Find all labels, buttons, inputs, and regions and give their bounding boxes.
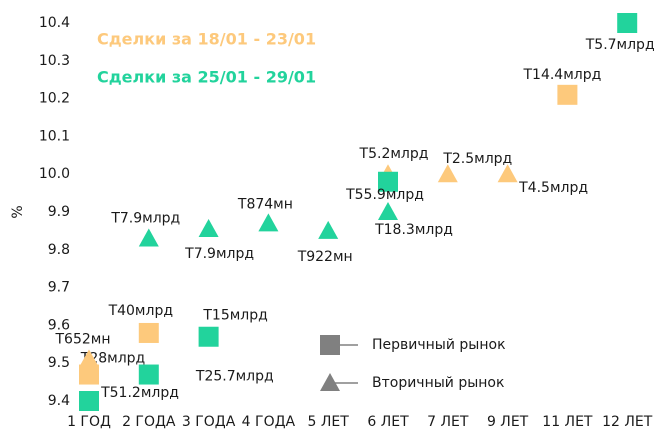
period-label: Сделки за 25/01 - 29/01	[97, 68, 316, 87]
x-tick-label: 5 ЛЕТ	[308, 414, 350, 430]
data-label: Т14.4млрд	[522, 67, 601, 83]
data-point	[378, 202, 398, 220]
y-tick-label: 10.3	[39, 53, 70, 69]
x-tick-label: 9 ЛЕТ	[487, 414, 529, 430]
x-tick-label: 2 ГОДА	[122, 414, 176, 430]
x-tick-label: 12 ЛЕТ	[602, 414, 653, 430]
x-tick-label: 3 ГОДА	[182, 414, 236, 430]
y-tick-label: 9.4	[48, 393, 70, 409]
data-label: Т51.2млрд	[100, 385, 179, 401]
y-tick-label: 10.4	[39, 15, 70, 31]
data-point	[437, 164, 458, 183]
period-label: Сделки за 18/01 - 23/01	[97, 30, 316, 49]
legend-label: Первичный рынок	[372, 337, 506, 353]
legend-marker	[320, 335, 340, 355]
data-label: Т4.5млрд	[518, 180, 588, 196]
x-tick-label: 4 ГОДА	[242, 414, 296, 430]
y-tick-label: 10.1	[39, 128, 70, 144]
y-tick-label: 9.7	[48, 280, 70, 296]
data-label: Т55.9млрд	[345, 187, 424, 203]
data-point	[198, 326, 219, 347]
data-point	[138, 322, 159, 343]
data-point	[258, 213, 279, 232]
data-label: Т7.9млрд	[184, 246, 254, 262]
data-point	[79, 391, 99, 411]
y-tick-label: 9.5	[48, 355, 70, 371]
data-label: Т874мн	[237, 196, 293, 212]
y-tick-label: 10.0	[39, 166, 70, 182]
legend-label: Вторичный рынок	[372, 375, 504, 391]
data-label: Т40млрд	[108, 303, 173, 319]
data-point	[198, 219, 219, 238]
data-label: Т7.9млрд	[110, 210, 180, 226]
y-tick-label: 10.2	[39, 91, 70, 107]
data-label: Т922мн	[297, 249, 353, 265]
data-point	[497, 164, 518, 183]
data-label: Т5.7млрд	[585, 37, 655, 53]
data-label: Т5.2млрд	[359, 146, 429, 162]
data-point	[79, 364, 99, 385]
y-tick-label: 9.9	[48, 204, 70, 220]
data-label: Т2.5млрд	[442, 151, 512, 167]
x-tick-label: 6 ЛЕТ	[367, 414, 409, 430]
y-axis-label: %	[10, 205, 26, 218]
y-tick-label: 9.8	[48, 242, 70, 258]
data-label: Т652мн	[55, 331, 111, 347]
data-point	[378, 171, 398, 192]
x-tick-label: 1 ГОД	[67, 414, 111, 430]
y-tick-label: 9.6	[48, 317, 70, 333]
data-point	[318, 220, 339, 239]
data-point	[138, 364, 159, 385]
legend-marker	[320, 373, 340, 391]
data-label: Т15млрд	[202, 308, 267, 324]
data-point	[79, 349, 99, 368]
x-tick-label: 7 ЛЕТ	[427, 414, 469, 430]
data-label: Т25.7млрд	[195, 369, 274, 385]
data-label: Т18.3млрд	[374, 222, 453, 238]
data-point	[138, 228, 159, 247]
x-tick-label: 11 ЛЕТ	[542, 414, 593, 430]
data-point	[557, 84, 578, 105]
data-point	[617, 13, 638, 33]
